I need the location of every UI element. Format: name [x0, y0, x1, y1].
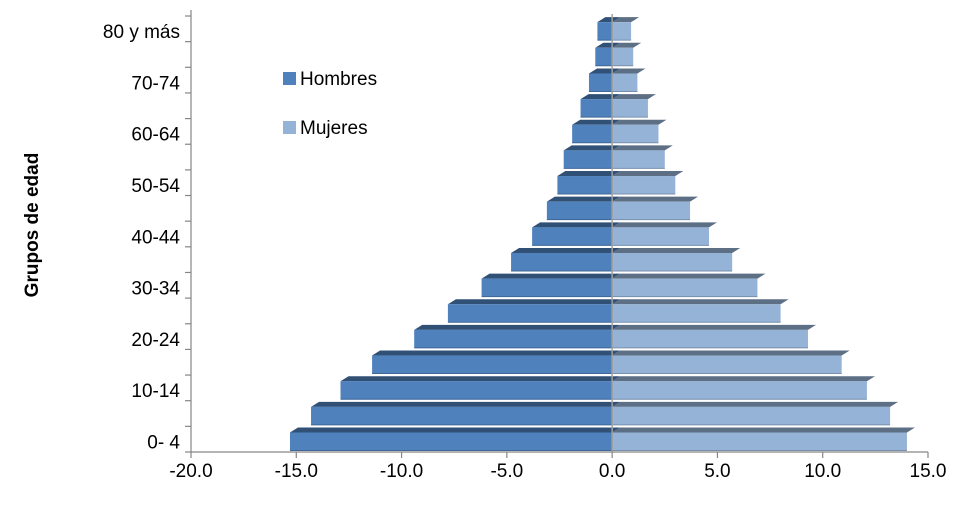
y-tick-label: 60-64: [131, 125, 180, 146]
bar-mujeres-50-54: [612, 176, 676, 195]
bar-mujeres-0-4: [612, 432, 907, 451]
bar-top-face-hombres-45-49: [546, 196, 621, 202]
y-tick-label: 0- 4: [147, 433, 180, 454]
bar-hombres-5-9: [311, 406, 613, 425]
bar-top-face-mujeres-40-44: [612, 222, 718, 228]
legend-label-hombres: Hombres: [300, 69, 377, 90]
bar-hombres-20-24: [414, 329, 613, 348]
y-tick-label: 50-54: [131, 176, 180, 197]
bar-hombres-75-79: [595, 47, 613, 66]
bar-mujeres-75-79: [612, 47, 634, 66]
bar-top-face-hombres-25-29: [447, 299, 621, 305]
bar-hombres-30-34: [481, 278, 613, 297]
bar-top-face-hombres-50-54: [557, 171, 621, 177]
bar-mujeres-55-59: [612, 150, 665, 169]
bar-top-face-mujeres-20-24: [612, 324, 816, 330]
bar-mujeres-45-49: [612, 201, 691, 220]
bar-hombres-35-39: [511, 252, 613, 271]
bar-top-face-hombres-10-14: [340, 376, 621, 382]
bar-mujeres-25-29: [612, 304, 781, 323]
bar-top-face-hombres-40-44: [532, 222, 621, 228]
axes-layer: -20.0 -15.0 -10.0 -5.0 0.0 5.0 10.0 15.0 0- 4 10-…: [103, 10, 947, 482]
x-tick-label: 5.0: [704, 461, 730, 482]
bar-top-face-hombres-65-69: [580, 94, 621, 100]
bar-top-face-mujeres-0-4: [612, 427, 915, 433]
bar-mujeres-5-9: [612, 406, 891, 425]
bar-top-face-hombres-30-34: [481, 273, 621, 279]
bar-top-face-hombres-80ymás: [597, 17, 621, 23]
x-tick-label: -5.0: [490, 461, 523, 482]
bar-top-face-mujeres-75-79: [612, 42, 642, 48]
bar-top-face-mujeres-15-19: [612, 350, 850, 356]
bars-layer: [289, 17, 915, 451]
bar-top-face-mujeres-30-34: [612, 273, 766, 279]
bar-hombres-60-64: [572, 124, 613, 143]
bar-hombres-55-59: [563, 150, 613, 169]
x-tick-label: -20.0: [169, 461, 212, 482]
bar-top-face-mujeres-80ymás: [612, 17, 640, 23]
y-tick-label: 70-74: [131, 73, 180, 94]
bar-top-face-hombres-20-24: [414, 324, 621, 330]
bar-top-face-mujeres-60-64: [612, 119, 667, 125]
bar-mujeres-80ymás: [612, 22, 632, 41]
bar-top-face-hombres-0-4: [289, 427, 621, 433]
bar-mujeres-65-69: [612, 99, 648, 118]
bar-mujeres-40-44: [612, 227, 710, 246]
bar-top-face-hombres-5-9: [311, 401, 621, 407]
bar-mujeres-20-24: [612, 329, 808, 348]
y-tick-label: 10-14: [131, 381, 180, 402]
bar-top-face-hombres-35-39: [511, 247, 621, 253]
y-axis-title: Grupos de edad: [22, 153, 43, 298]
x-tick-label: 10.0: [804, 461, 841, 482]
bar-hombres-45-49: [546, 201, 613, 220]
y-tick-label: 20-24: [131, 330, 180, 351]
y-tick-label: 80 y más: [103, 22, 180, 43]
bar-hombres-0-4: [289, 432, 613, 451]
y-tick-label: 30-34: [131, 279, 180, 300]
bar-mujeres-60-64: [612, 124, 659, 143]
bar-top-face-mujeres-70-74: [612, 68, 646, 74]
y-tick-label: 40-44: [131, 227, 180, 248]
bar-top-face-mujeres-45-49: [612, 196, 699, 202]
bar-hombres-15-19: [372, 355, 613, 374]
bar-mujeres-15-19: [612, 355, 842, 374]
bar-top-face-mujeres-25-29: [612, 299, 789, 305]
legend-swatch-hombres: [283, 72, 296, 85]
x-tick-label: -15.0: [275, 461, 318, 482]
bar-hombres-10-14: [340, 381, 613, 400]
bar-top-face-hombres-75-79: [595, 42, 621, 48]
bar-top-face-mujeres-10-14: [612, 376, 875, 382]
x-tick-label: 15.0: [910, 461, 947, 482]
bar-top-face-hombres-15-19: [372, 350, 621, 356]
bar-hombres-50-54: [557, 176, 613, 195]
bar-hombres-70-74: [588, 73, 613, 92]
bar-top-face-hombres-55-59: [563, 145, 621, 151]
bar-mujeres-35-39: [612, 252, 733, 271]
bar-top-face-mujeres-5-9: [612, 401, 899, 407]
legend: Hombres Mujeres: [283, 69, 377, 139]
bar-top-face-mujeres-50-54: [612, 171, 684, 177]
legend-label-mujeres: Mujeres: [300, 118, 368, 139]
bar-hombres-40-44: [532, 227, 613, 246]
legend-swatch-mujeres: [283, 121, 296, 134]
bar-mujeres-30-34: [612, 278, 758, 297]
bar-top-face-mujeres-35-39: [612, 247, 741, 253]
bar-mujeres-10-14: [612, 381, 867, 400]
x-tick-label: -10.0: [380, 461, 423, 482]
bar-hombres-65-69: [580, 99, 613, 118]
bar-top-face-mujeres-65-69: [612, 94, 656, 100]
bar-mujeres-70-74: [612, 73, 638, 92]
x-tick-label: 0.0: [599, 461, 625, 482]
bar-top-face-hombres-60-64: [572, 119, 621, 125]
bar-top-face-mujeres-55-59: [612, 145, 673, 151]
bar-hombres-80ymás: [597, 22, 613, 41]
bar-hombres-25-29: [447, 304, 613, 323]
